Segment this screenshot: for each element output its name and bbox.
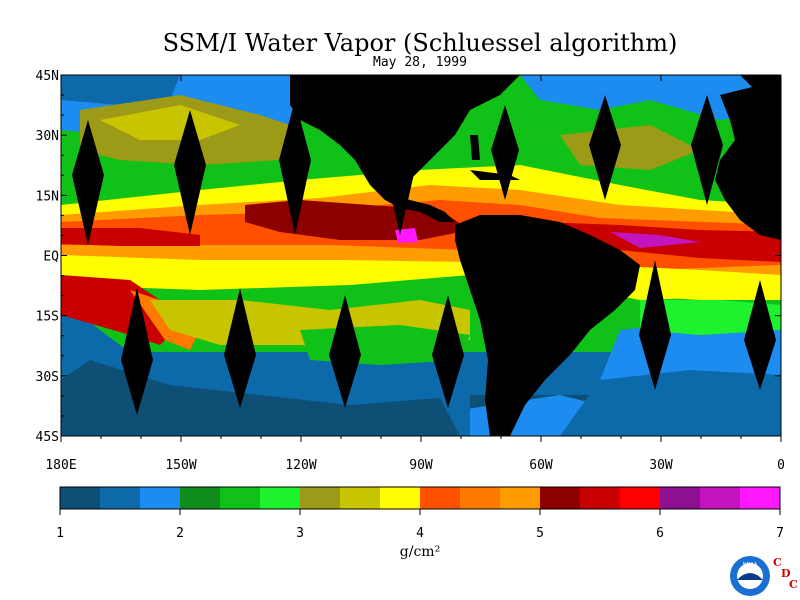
cdc-letter-c1: C <box>773 556 782 569</box>
colorbar-swatch <box>100 487 140 509</box>
colorbar-tick-label: 4 <box>416 526 424 541</box>
colorbar-swatch <box>340 487 380 509</box>
colorbar-swatch <box>620 487 660 509</box>
chart-title: SSM/I Water Vapor (Schluessel algorithm) <box>163 29 678 57</box>
swath-gap <box>432 295 464 408</box>
colorbar-swatch <box>140 487 180 509</box>
x-tick-label: 30W <box>649 458 673 473</box>
colorbar-swatch <box>540 487 580 509</box>
swath-gap <box>174 110 206 235</box>
itcz-atlantic-magenta <box>610 232 700 248</box>
africa-landmass <box>715 80 781 240</box>
noaa-logo-text: NOAA <box>743 562 758 568</box>
spcz-red <box>61 275 175 345</box>
colorbar-unit-label: g/cm² <box>400 544 440 560</box>
colorbar: 1 2 3 4 5 6 7 <box>56 486 784 541</box>
x-tick-label: 60W <box>529 458 553 473</box>
y-tick-label: 30N <box>36 129 59 144</box>
colorbar-swatch <box>180 487 220 509</box>
south-atlantic-yellow <box>600 265 781 300</box>
water-vapor-map <box>61 75 781 436</box>
y-tick-label: EQ <box>43 250 59 265</box>
colorbar-swatch <box>580 487 620 509</box>
swath-gap <box>329 295 361 408</box>
colorbar-swatch <box>660 487 700 509</box>
swath-gap <box>384 105 416 235</box>
y-tick-label: 15N <box>36 189 59 204</box>
colorbar-tick-label: 1 <box>56 526 64 541</box>
swath-gap <box>491 105 519 200</box>
north-pacific-deep <box>61 75 180 105</box>
swath-gap <box>224 288 256 408</box>
colorbar-swatch <box>740 487 780 509</box>
x-tick-label: 0 <box>777 458 785 473</box>
south-atlantic-green <box>640 300 781 335</box>
colorbar-swatch <box>260 487 300 509</box>
colorbar-swatch <box>300 487 340 509</box>
florida-peninsula <box>470 135 480 160</box>
colorbar-swatch <box>700 487 740 509</box>
swath-gap <box>72 120 104 245</box>
itcz-red-west <box>61 228 200 246</box>
x-tick-label: 90W <box>409 458 433 473</box>
swath-gap <box>121 288 153 415</box>
east-pacific-magenta <box>395 228 418 243</box>
colorbar-swatch <box>220 487 260 509</box>
colorbar-tick-label: 6 <box>656 526 664 541</box>
greenland-landmass <box>740 75 781 95</box>
south-america-landmass <box>455 215 640 436</box>
colorbar-swatch <box>500 487 540 509</box>
colorbar-swatch <box>380 487 420 509</box>
colorbar-tick-label: 3 <box>296 526 304 541</box>
swath-gap <box>744 280 776 390</box>
colorbar-swatch <box>420 487 460 509</box>
y-tick-label: 45S <box>36 430 59 445</box>
colorbar-tick-label: 7 <box>776 526 784 541</box>
swath-gap <box>589 95 621 200</box>
cdc-letter-d: D <box>781 567 791 580</box>
colorbar-tick-label: 2 <box>176 526 184 541</box>
swath-gap <box>691 95 723 205</box>
y-tick-label: 30S <box>36 370 59 385</box>
x-tick-label: 180E <box>45 458 76 473</box>
swath-gap <box>279 100 311 235</box>
south-pacific-deep <box>61 360 460 436</box>
south-atlantic-deep <box>560 370 781 436</box>
y-tick-label: 15S <box>36 310 59 325</box>
cdc-letter-c2: C <box>789 578 798 591</box>
y-tick-label: 45N <box>36 69 59 84</box>
chart-subtitle: May 28, 1999 <box>373 55 467 70</box>
colorbar-swatch <box>460 487 500 509</box>
x-tick-label: 150W <box>165 458 196 473</box>
cdc-logo: C D C <box>773 556 798 591</box>
colorbar-tick-label: 5 <box>536 526 544 541</box>
north-yellow-belt <box>100 105 240 140</box>
x-tick-label: 120W <box>285 458 316 473</box>
north-atlantic-blue <box>520 75 781 120</box>
noaa-logo: NOAA <box>730 556 770 596</box>
mexico-central-america <box>355 160 455 222</box>
swath-gap <box>639 260 671 390</box>
colorbar-swatch <box>60 487 100 509</box>
